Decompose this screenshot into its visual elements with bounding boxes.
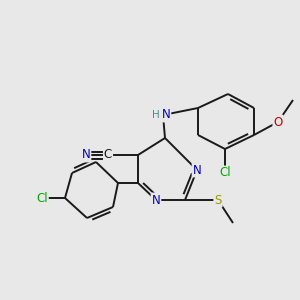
Text: Cl: Cl (36, 191, 48, 205)
Text: N: N (162, 109, 170, 122)
Text: Cl: Cl (219, 167, 231, 179)
Text: H: H (152, 110, 160, 120)
Text: O: O (273, 116, 283, 128)
Text: N: N (82, 148, 90, 161)
Text: N: N (152, 194, 160, 206)
Text: S: S (214, 194, 222, 206)
Text: C: C (104, 148, 112, 161)
Text: N: N (193, 164, 201, 176)
